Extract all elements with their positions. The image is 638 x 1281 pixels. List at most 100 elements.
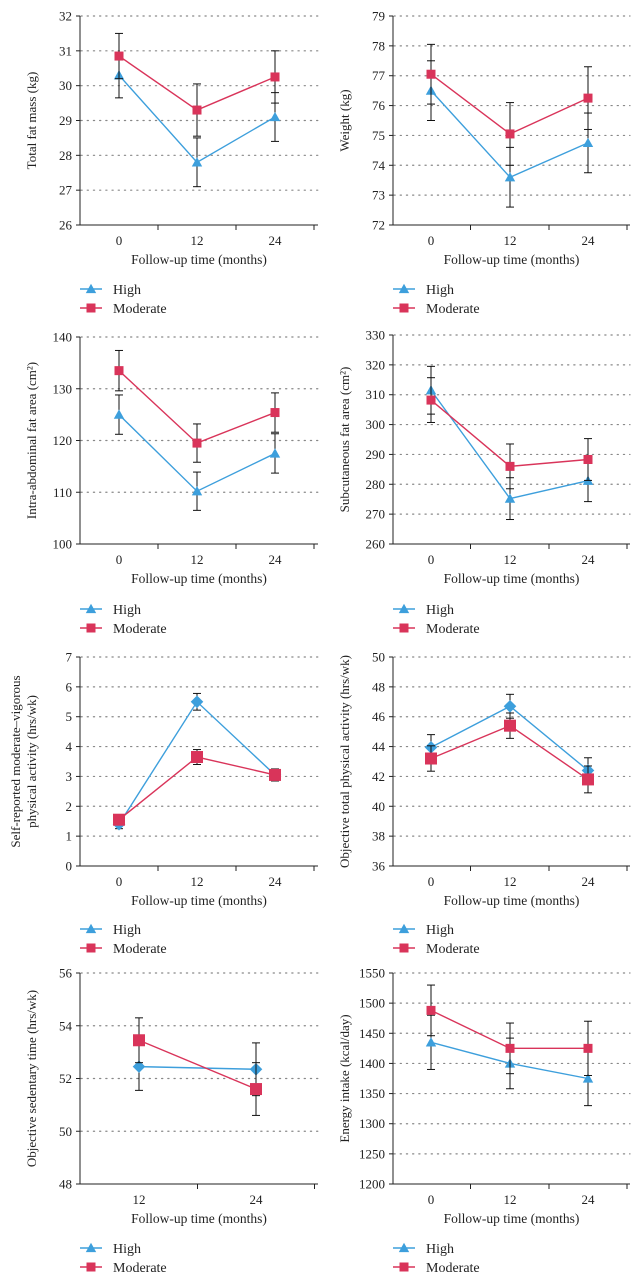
x-tick-label: 12 (504, 552, 517, 567)
square-icon (399, 623, 409, 633)
data-point (190, 695, 204, 709)
legend-label: High (113, 923, 141, 938)
data-point (269, 448, 281, 458)
x-tick-label: 12 (504, 874, 517, 889)
data-point (269, 111, 281, 122)
x-tick-label: 24 (269, 874, 283, 889)
y-tick-label: 50 (372, 650, 385, 665)
legend-label: High (113, 1242, 141, 1257)
data-point (426, 395, 436, 405)
y-tick-label: 48 (59, 1177, 72, 1192)
legend-item-high: High (393, 923, 454, 938)
legend-label: Moderate (426, 942, 480, 957)
y-tick-label: 1500 (359, 996, 385, 1011)
series-moderate (114, 349, 280, 463)
square-icon (86, 303, 96, 313)
data-point (425, 1037, 437, 1047)
y-tick-label: 73 (372, 188, 385, 203)
data-point (426, 69, 436, 79)
data-point (133, 1034, 145, 1047)
series-moderate (426, 377, 593, 490)
data-point (270, 72, 280, 82)
y-tick-label: 330 (366, 328, 386, 343)
chart-panel-8: 1200 1250 1300 1350 1400 1450 1500 1550 0 12 24Fol… (337, 966, 631, 1276)
y-axis-title: Weight (kg) (337, 89, 352, 151)
legend-item-moderate: Moderate (80, 942, 167, 957)
square-icon (399, 303, 409, 313)
legend-label: High (426, 603, 454, 618)
y-tick-label: 78 (372, 38, 385, 53)
x-axis-title: Follow-up time (months) (131, 252, 267, 267)
y-tick-label: 50 (59, 1124, 72, 1139)
y-tick-label: 1300 (359, 1116, 385, 1131)
x-tick-label: 0 (428, 874, 435, 889)
y-axis-title: Objective sedentary time (hrs/wk) (24, 990, 39, 1167)
data-point (425, 752, 437, 765)
x-tick-label: 12 (504, 1192, 517, 1207)
chart-panel-7: 48 50 52 54 56 12 24 Follow-up time (months) Obj… (24, 966, 319, 1276)
legend-item-moderate: Moderate (393, 622, 480, 637)
data-point (503, 699, 517, 713)
series-high (132, 1042, 263, 1097)
y-axis-title: Intra-abdominal fat area (cm²) (24, 362, 39, 519)
series-moderate (426, 43, 593, 166)
y-tick-label: 72 (372, 218, 385, 233)
y-tick-label: 26 (59, 218, 73, 233)
legend-item-high: High (80, 923, 141, 938)
triangle-icon (85, 603, 97, 614)
series-high (113, 394, 281, 511)
data-point (114, 51, 124, 61)
square-icon (399, 943, 409, 953)
legend-label: High (113, 283, 141, 298)
y-tick-label: 1350 (359, 1086, 385, 1101)
legend-label: Moderate (113, 622, 167, 637)
y-tick-label: 310 (366, 387, 386, 402)
legend-item-high: High (393, 603, 454, 618)
y-tick-label: 140 (53, 330, 73, 345)
data-point (505, 1043, 515, 1053)
data-point (191, 751, 203, 764)
y-tick-label: 52 (59, 1071, 72, 1086)
series-moderate (113, 749, 281, 826)
y-tick-label: 4 (66, 739, 73, 754)
data-point (582, 1073, 594, 1083)
legend-label: Moderate (113, 942, 167, 957)
legend-label: High (426, 923, 454, 938)
y-tick-label: 280 (366, 477, 386, 492)
y-tick-label: 0 (66, 859, 73, 874)
y-tick-label: 36 (372, 859, 386, 874)
data-point (504, 172, 516, 182)
data-point (583, 455, 593, 465)
y-axis-title: Objective total physical activity (hrs/w… (337, 655, 352, 868)
legend-item-moderate: Moderate (393, 942, 480, 957)
data-point (505, 129, 515, 139)
y-tick-label: 75 (372, 128, 385, 143)
square-icon (86, 623, 96, 633)
legend-item-high: High (393, 1242, 454, 1257)
y-tick-label: 28 (59, 148, 72, 163)
data-point (582, 773, 594, 786)
x-axis-title: Follow-up time (months) (131, 893, 267, 908)
legend-label: Moderate (113, 302, 167, 317)
legend-item-moderate: Moderate (80, 622, 167, 637)
y-tick-label: 42 (372, 769, 385, 784)
x-tick-label: 24 (582, 233, 596, 248)
y-tick-label: 1250 (359, 1146, 385, 1161)
x-axis-title: Follow-up time (months) (444, 1211, 580, 1226)
x-tick-label: 0 (428, 1192, 435, 1207)
y-tick-label: 290 (366, 447, 386, 462)
x-tick-label: 24 (582, 1192, 596, 1207)
y-tick-label: 56 (59, 966, 73, 981)
y-tick-label: 3 (66, 769, 73, 784)
series-moderate (114, 32, 280, 137)
x-tick-label: 12 (133, 1192, 146, 1207)
y-tick-label: 1550 (359, 966, 385, 981)
y-tick-label: 54 (59, 1018, 73, 1033)
data-point (191, 486, 203, 496)
data-point (504, 493, 516, 503)
data-point (113, 813, 125, 826)
